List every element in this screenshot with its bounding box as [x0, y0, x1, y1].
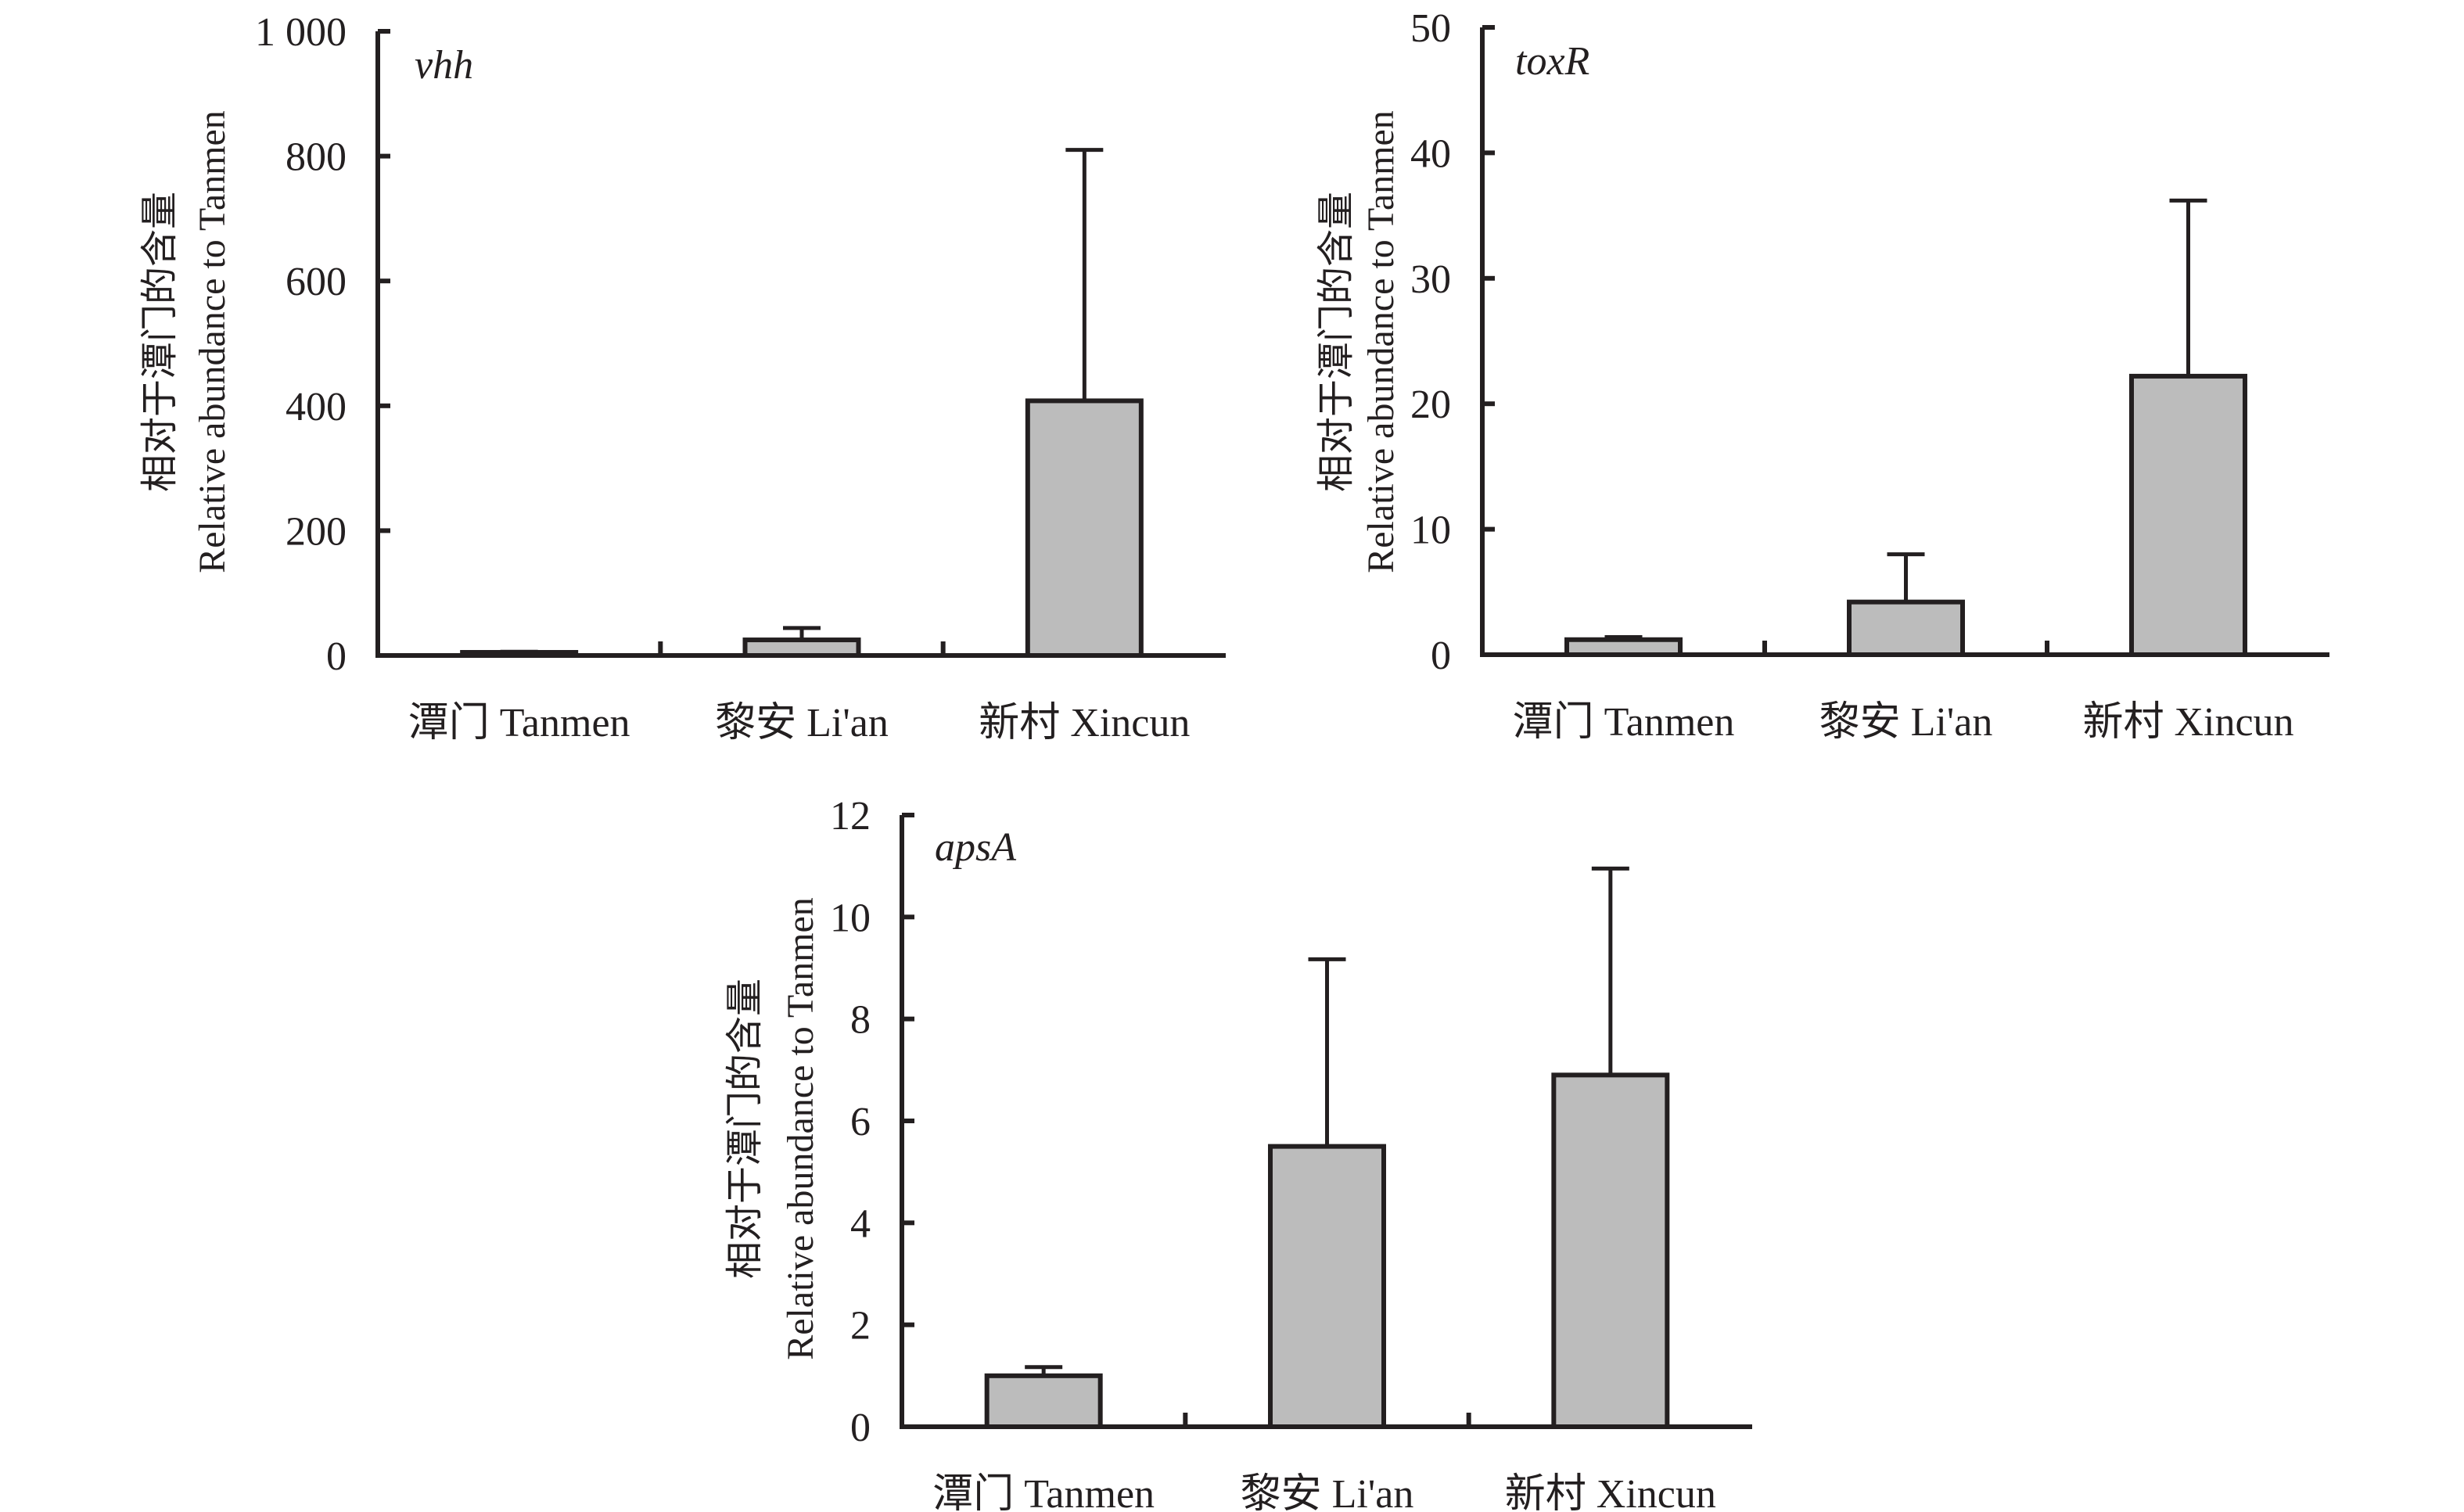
y-tick-label: 10: [830, 896, 871, 940]
y-tick-label: 1 000: [255, 10, 347, 55]
x-tick-label: 潭门 Tanmen: [932, 1472, 1155, 1512]
y-tick-label: 40: [1410, 131, 1451, 176]
chart-vhh: 潭门 Tanmen 黎安 Li'an 新村 Xincun 0 200 400 600 800 1…: [139, 10, 1226, 745]
chart-title: vhh: [415, 43, 473, 88]
x-tick-label: 黎安 Li'an: [715, 701, 889, 745]
y-axis-label-cn: 相对于潭门的含量: [724, 979, 766, 1279]
y-tick-label: 0: [326, 634, 347, 679]
y-tick-label: 4: [850, 1201, 871, 1246]
chart-title: apsA: [935, 825, 1016, 870]
bar: [1025, 398, 1144, 659]
y-tick-label: 50: [1410, 6, 1451, 51]
y-tick-label: 6: [850, 1100, 871, 1144]
y-tick-label: 0: [1431, 634, 1451, 678]
bar: [984, 1373, 1103, 1430]
y-axis-label-en: Relative abundance to Tanmen: [1360, 110, 1402, 573]
bar: [1268, 1144, 1386, 1430]
y-tick-label: 20: [1410, 382, 1451, 427]
y-tick-label: 30: [1410, 257, 1451, 302]
y-tick-label: 400: [286, 385, 347, 429]
x-tick-label: 新村 Xincun: [1505, 1472, 1716, 1512]
bar: [1847, 599, 1965, 658]
chart-toxr: 潭门 Tanmen 黎安 Li'an 新村 Xincun 0 10 20 30 40 50 tox…: [1316, 6, 2329, 745]
chart-apsa: 潭门 Tanmen 黎安 Li'an 新村 Xincun 0 2 4 6 8 10 12 apsA 相…: [724, 794, 1752, 1512]
bar: [1551, 1072, 1670, 1429]
y-tick-label: 12: [830, 794, 871, 839]
y-tick-label: 600: [286, 260, 347, 304]
y-axis-label-cn: 相对于潭门的含量: [139, 192, 181, 492]
x-tick-label: 新村 Xincun: [2082, 700, 2293, 745]
y-tick-label: 8: [850, 998, 871, 1043]
y-tick-label: 200: [286, 509, 347, 554]
chart-title: toxR: [1515, 39, 1589, 84]
y-tick-label: 0: [850, 1406, 871, 1450]
x-tick-label: 潭门 Tanmen: [408, 701, 630, 745]
x-tick-label: 黎安 Li'an: [1819, 700, 1993, 745]
x-tick-label: 黎安 Li'an: [1241, 1472, 1414, 1512]
x-tick-label: 新村 Xincun: [979, 701, 1190, 745]
y-axis-label-en: Relative abundance to Tanmen: [192, 110, 233, 573]
x-tick-label: 潭门 Tanmen: [1513, 700, 1735, 745]
bar: [2129, 373, 2247, 657]
y-tick-label: 800: [286, 135, 347, 180]
y-tick-label: 2: [850, 1304, 871, 1349]
y-tick-label: 10: [1410, 508, 1451, 553]
y-axis-label-cn: 相对于潭门的含量: [1316, 192, 1357, 492]
y-axis-label-en: Relative abundance to Tanmen: [780, 897, 821, 1360]
